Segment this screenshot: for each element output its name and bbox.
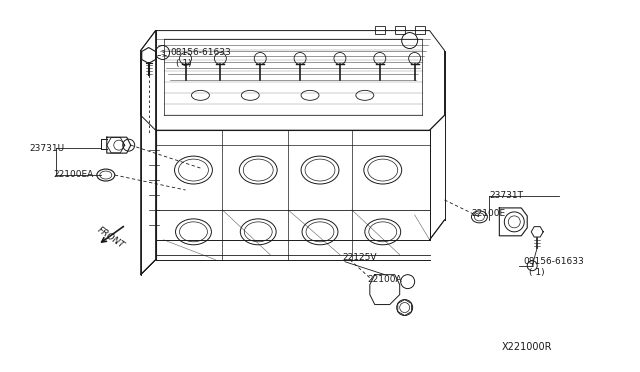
- Text: 08156-61633: 08156-61633: [524, 257, 584, 266]
- Text: 22100A: 22100A: [368, 275, 403, 284]
- Text: 22100EA: 22100EA: [53, 170, 93, 179]
- Bar: [395, 26, 404, 33]
- Bar: [375, 26, 385, 33]
- Text: 3: 3: [531, 263, 534, 268]
- Text: ( 1): ( 1): [529, 268, 545, 277]
- Text: 23731T: 23731T: [490, 192, 524, 201]
- Bar: [395, 26, 404, 33]
- Bar: [415, 26, 424, 33]
- Text: X221000R: X221000R: [501, 342, 552, 352]
- Text: 23731U: 23731U: [29, 144, 64, 153]
- Bar: [415, 26, 424, 33]
- Text: 22125V: 22125V: [342, 253, 376, 262]
- Bar: [375, 26, 385, 33]
- Text: 3: 3: [161, 49, 165, 55]
- Text: 22100E: 22100E: [472, 209, 506, 218]
- Text: FRONT: FRONT: [95, 225, 126, 250]
- Text: 08156-61633: 08156-61633: [171, 48, 231, 57]
- Text: ( 1): ( 1): [175, 59, 191, 68]
